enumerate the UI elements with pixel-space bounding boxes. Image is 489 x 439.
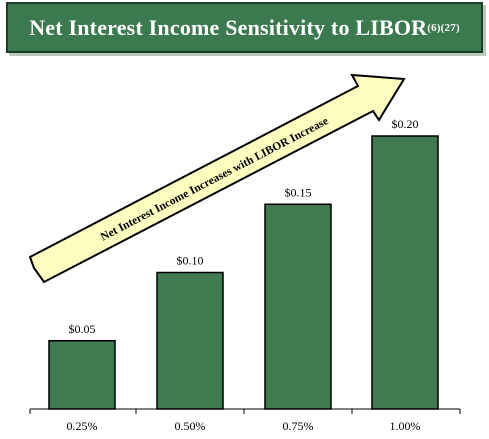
trend-arrow: Net Interest Income Increases with LIBOR… bbox=[28, 73, 406, 284]
data-label: $0.10 bbox=[177, 254, 204, 268]
chart-title: Net Interest Income Sensitivity to LIBOR bbox=[29, 14, 428, 40]
data-label: $0.15 bbox=[285, 185, 312, 199]
bars bbox=[48, 135, 439, 410]
data-label: $0.05 bbox=[69, 322, 96, 336]
chart-title-banner: Net Interest Income Sensitivity to LIBOR… bbox=[6, 2, 483, 53]
x-tick-label: 0.50% bbox=[175, 419, 206, 433]
x-tick-label: 1.00% bbox=[390, 419, 421, 433]
bar-1.00% bbox=[371, 135, 439, 410]
bar-0.75% bbox=[264, 203, 332, 410]
chart-title-footnote: (6)(27) bbox=[427, 21, 460, 34]
data-label: $0.20 bbox=[392, 117, 419, 131]
bar-0.25% bbox=[48, 340, 116, 410]
bar-0.50% bbox=[156, 271, 224, 410]
x-tick-label: 0.25% bbox=[67, 419, 98, 433]
trend-arrow-shape bbox=[28, 73, 406, 284]
x-tick-label: 0.75% bbox=[283, 419, 314, 433]
